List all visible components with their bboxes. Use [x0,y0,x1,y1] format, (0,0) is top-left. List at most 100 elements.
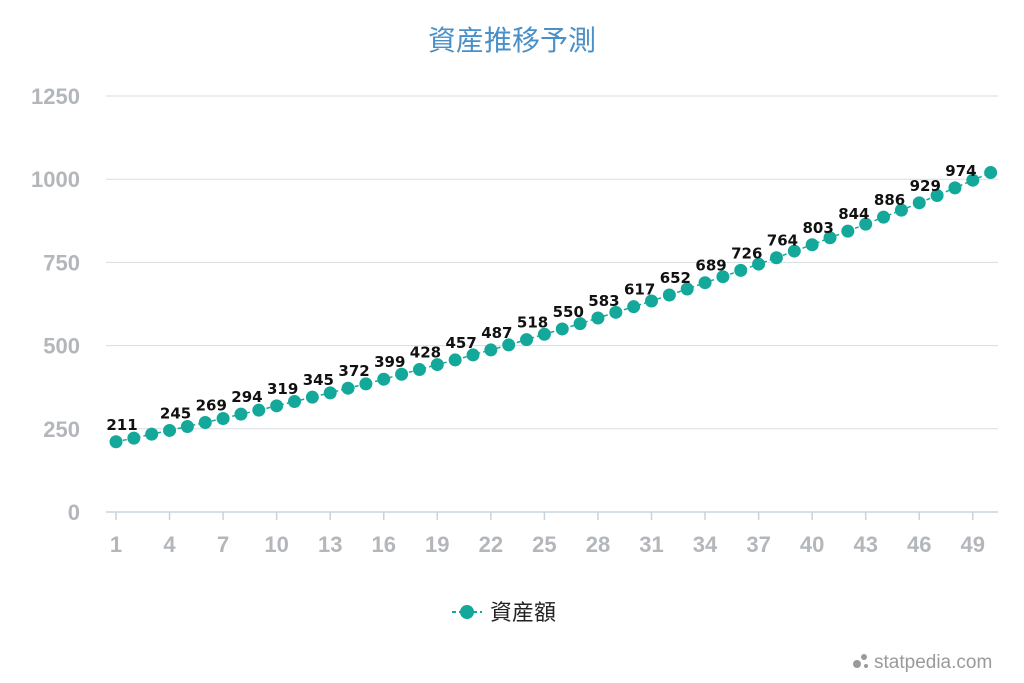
data-point [466,348,480,362]
data-point [180,419,194,433]
data-label: 726 [731,244,762,262]
data-point [627,300,641,314]
data-point [645,294,658,308]
data-point [145,427,159,441]
data-point [216,411,230,425]
data-label: 211 [106,416,137,434]
x-tick-label: 22 [479,532,503,557]
legend-marker-dot [460,605,474,619]
data-label: 372 [338,362,369,380]
data-point [609,305,623,319]
data-point [984,166,998,180]
data-label: 844 [838,205,869,223]
x-tick-label: 25 [532,532,556,557]
data-point [805,238,819,252]
data-label: 764 [767,232,798,250]
data-point [734,263,748,277]
data-point [877,210,891,224]
data-point [948,181,962,195]
data-point [769,251,783,265]
data-point [163,423,177,437]
data-point [680,282,694,296]
data-point [555,322,569,336]
data-point [412,363,426,377]
data-point [502,338,516,352]
x-tick-label: 43 [853,532,877,557]
data-point [698,276,712,290]
data-point [323,386,337,400]
legend[interactable]: 資産額 [452,601,556,626]
y-tick-label: 250 [43,417,80,442]
data-point [662,288,676,302]
x-tick-label: 19 [425,532,449,557]
data-point [448,353,462,367]
data-point [930,189,944,203]
x-tick-label: 1 [110,532,122,557]
x-tick-label: 40 [800,532,824,557]
data-point [859,217,873,231]
data-label: 652 [660,269,691,287]
data-point [912,196,926,210]
data-point [252,403,266,417]
data-label: 886 [874,191,905,209]
data-label: 583 [588,292,619,310]
x-tick-label: 31 [639,532,663,557]
data-point [537,327,551,341]
y-tick-label: 500 [43,334,80,359]
data-point [341,381,355,395]
data-label: 294 [231,388,262,406]
data-label: 974 [945,162,976,180]
y-tick-label: 750 [43,250,80,275]
data-point [591,311,605,325]
legend-label: 資産額 [490,601,556,626]
data-label: 457 [445,334,476,352]
data-point [109,435,123,449]
y-tick-label: 0 [68,500,80,525]
data-point [573,317,587,331]
x-tick-label: 49 [961,532,985,557]
chart-title: 資産推移予測 [428,24,596,57]
x-tick-label: 4 [163,532,176,557]
data-label: 345 [303,371,334,389]
y-tick-label: 1000 [31,167,80,192]
data-point [234,407,248,421]
data-label: 269 [196,396,227,414]
watermark-logo-dot-small [864,664,868,668]
data-label: 803 [802,219,833,237]
data-label: 399 [374,353,405,371]
data-label: 428 [410,344,441,362]
x-tick-label: 10 [264,532,288,557]
series-layer [109,166,998,449]
x-tick-label: 16 [372,532,396,557]
data-label: 518 [517,314,548,332]
data-point [198,415,212,429]
data-point [430,358,444,372]
data-point [752,257,766,271]
watermark-logo-icon [853,660,861,668]
data-point [823,231,837,245]
x-tick-label: 46 [907,532,931,557]
x-axis: 1 4 7 10 13 16 19 22 25 28 31 34 37 40 43 46 49 [106,511,998,557]
data-point [841,224,855,238]
data-point [484,343,498,357]
data-label: 929 [910,177,941,195]
x-tick-label: 34 [693,532,718,557]
data-point [894,203,908,217]
y-axis: 0 250 500 750 1000 1250 [31,84,80,525]
watermark-logo-dot [861,654,867,660]
statpedia-watermark: statpedia.com [853,652,992,673]
data-label: 689 [695,257,726,275]
data-point [787,244,801,258]
data-point [377,372,391,386]
x-tick-label: 13 [318,532,342,557]
data-point [966,173,980,187]
x-tick-label: 37 [746,532,770,557]
data-point [520,333,534,347]
data-point [359,377,373,391]
data-point [288,395,301,409]
data-point [270,399,284,413]
x-tick-label: 28 [586,532,610,557]
data-point [716,270,730,284]
watermark-text: statpedia.com [874,652,992,673]
